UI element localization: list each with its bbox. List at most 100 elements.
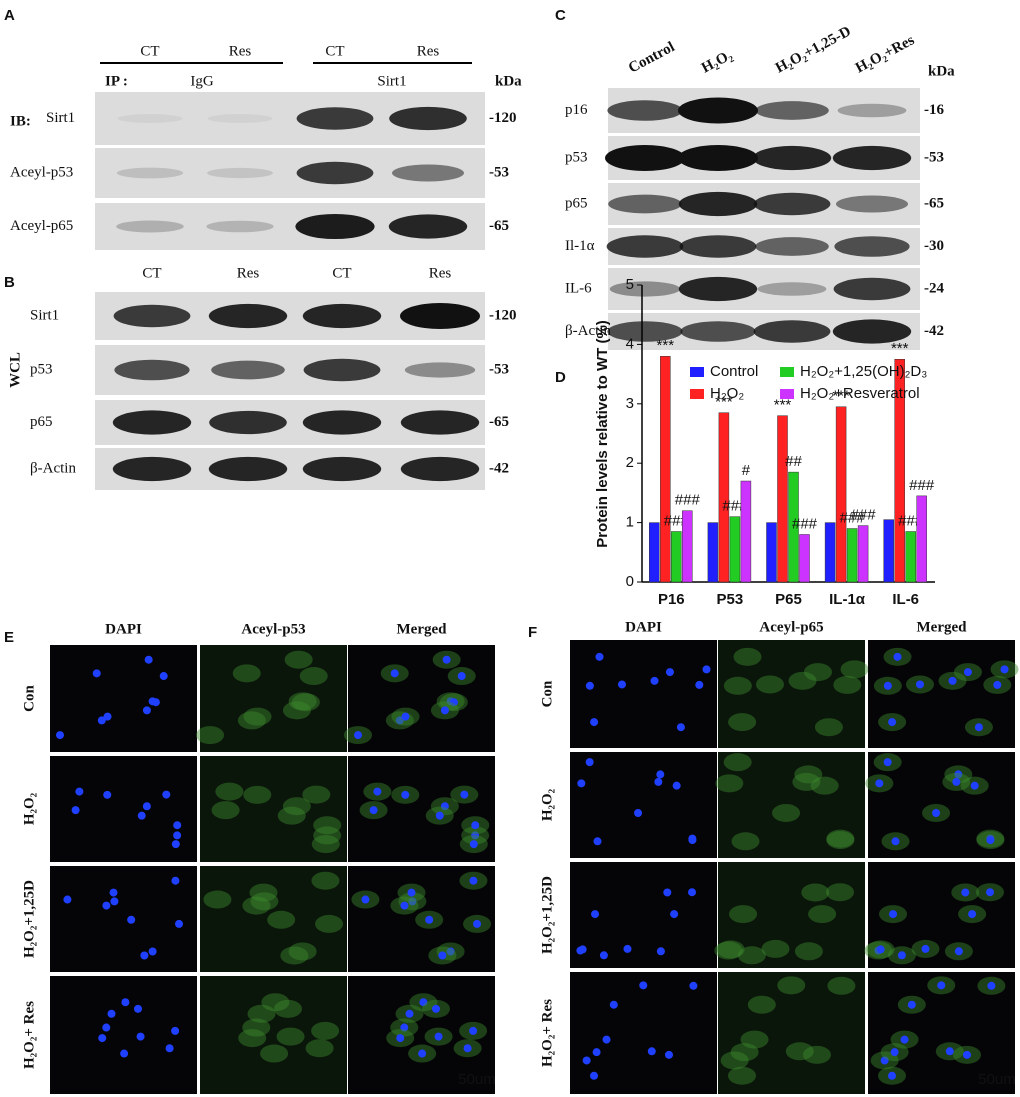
- nucleus: [110, 897, 119, 906]
- cell-body: [288, 692, 317, 711]
- lane-label: Control: [626, 39, 677, 76]
- lane-label: H₂O₂+1,25-D: [773, 23, 854, 76]
- nucleus: [171, 840, 180, 849]
- nucleus: [592, 1048, 601, 1057]
- column-label: DAPI: [625, 619, 662, 635]
- cell-body: [215, 782, 244, 801]
- nucleus: [634, 808, 643, 817]
- nucleus: [654, 777, 663, 786]
- cell-body: [747, 995, 776, 1014]
- nucleus: [954, 947, 963, 956]
- nucleus: [591, 910, 600, 919]
- kda-label: -65: [489, 414, 509, 430]
- nucleus: [407, 888, 416, 897]
- row-label: Sirt1: [30, 307, 59, 323]
- nucleus: [121, 998, 130, 1007]
- blot-band: [209, 410, 287, 435]
- nucleus: [137, 811, 146, 820]
- bar: [671, 531, 682, 583]
- blot-band: [389, 106, 467, 131]
- cell-body: [196, 726, 225, 745]
- micrograph: [200, 866, 347, 972]
- blot-band: [400, 456, 480, 482]
- bar: [649, 522, 660, 583]
- nucleus: [889, 910, 898, 919]
- cell-body: [211, 801, 240, 820]
- blot-band: [404, 362, 476, 378]
- legend-swatch: [780, 389, 794, 399]
- cell-body: [716, 940, 745, 959]
- nucleus: [471, 831, 480, 840]
- significance: ###: [840, 510, 866, 527]
- row-label: H₂O₂+ Res: [21, 1001, 37, 1069]
- kda-header: kDa: [495, 73, 522, 89]
- kda-label: -53: [489, 164, 509, 180]
- cell-body: [729, 905, 758, 924]
- bar: [883, 519, 894, 583]
- micrograph: [200, 645, 347, 752]
- micrograph: [570, 640, 717, 748]
- cell-body: [730, 1043, 759, 1062]
- significance: ***: [891, 340, 909, 357]
- nucleus: [460, 790, 469, 799]
- bar: [788, 471, 799, 583]
- nucleus: [401, 790, 410, 799]
- nucleus: [418, 1049, 427, 1058]
- nucleus: [952, 777, 961, 786]
- kda-header: kDa: [928, 63, 955, 79]
- cell-body: [833, 675, 862, 694]
- nucleus: [173, 831, 182, 840]
- blot-band: [116, 220, 184, 233]
- cell-body: [237, 711, 266, 730]
- legend-swatch: [690, 389, 704, 399]
- micrograph: [200, 976, 347, 1094]
- row-label: H₂O₂+ Res: [539, 999, 555, 1067]
- nucleus: [665, 668, 674, 677]
- blot-band: [753, 320, 831, 343]
- nucleus: [75, 787, 84, 796]
- cell-body: [273, 999, 302, 1018]
- nucleus: [602, 1035, 611, 1044]
- kda-label: -42: [489, 460, 509, 476]
- bar: [905, 531, 916, 583]
- nucleus: [102, 901, 111, 910]
- nucleus: [968, 910, 977, 919]
- nucleus: [133, 1004, 142, 1013]
- nucleus: [954, 770, 963, 779]
- nucleus: [438, 951, 447, 960]
- nucleus: [361, 895, 370, 904]
- nucleus: [390, 669, 399, 678]
- nucleus: [617, 680, 626, 689]
- nucleus: [103, 712, 112, 721]
- lane-label: Res: [429, 265, 452, 281]
- legend-label: H₂O₂+Resveratrol: [800, 385, 920, 402]
- nucleus: [986, 836, 995, 845]
- cell-body: [728, 713, 757, 732]
- nucleus: [963, 668, 972, 677]
- significance: #: [742, 462, 751, 479]
- lane-label: Res: [229, 43, 252, 59]
- blot-band: [113, 304, 191, 328]
- row-label: p65: [30, 414, 53, 430]
- kda-label: -30: [924, 238, 944, 254]
- micrograph: [50, 976, 197, 1094]
- micrograph: [718, 752, 865, 858]
- cell-body: [723, 676, 752, 695]
- cell-body: [733, 647, 762, 666]
- nucleus: [647, 1047, 656, 1056]
- nucleus: [986, 888, 995, 897]
- nucleus: [688, 836, 697, 845]
- nucleus: [446, 947, 455, 956]
- nucleus: [1000, 665, 1009, 674]
- cell-body: [249, 883, 278, 902]
- blot-band: [208, 303, 288, 329]
- y-axis-label: Protein levels relative to WT (%): [594, 320, 611, 548]
- nucleus: [127, 915, 136, 924]
- significance: ###: [909, 477, 935, 494]
- cell-body: [282, 701, 311, 720]
- blot-band: [832, 145, 912, 171]
- nucleus: [987, 981, 996, 990]
- blot-band: [678, 191, 758, 217]
- cell-body: [808, 905, 837, 924]
